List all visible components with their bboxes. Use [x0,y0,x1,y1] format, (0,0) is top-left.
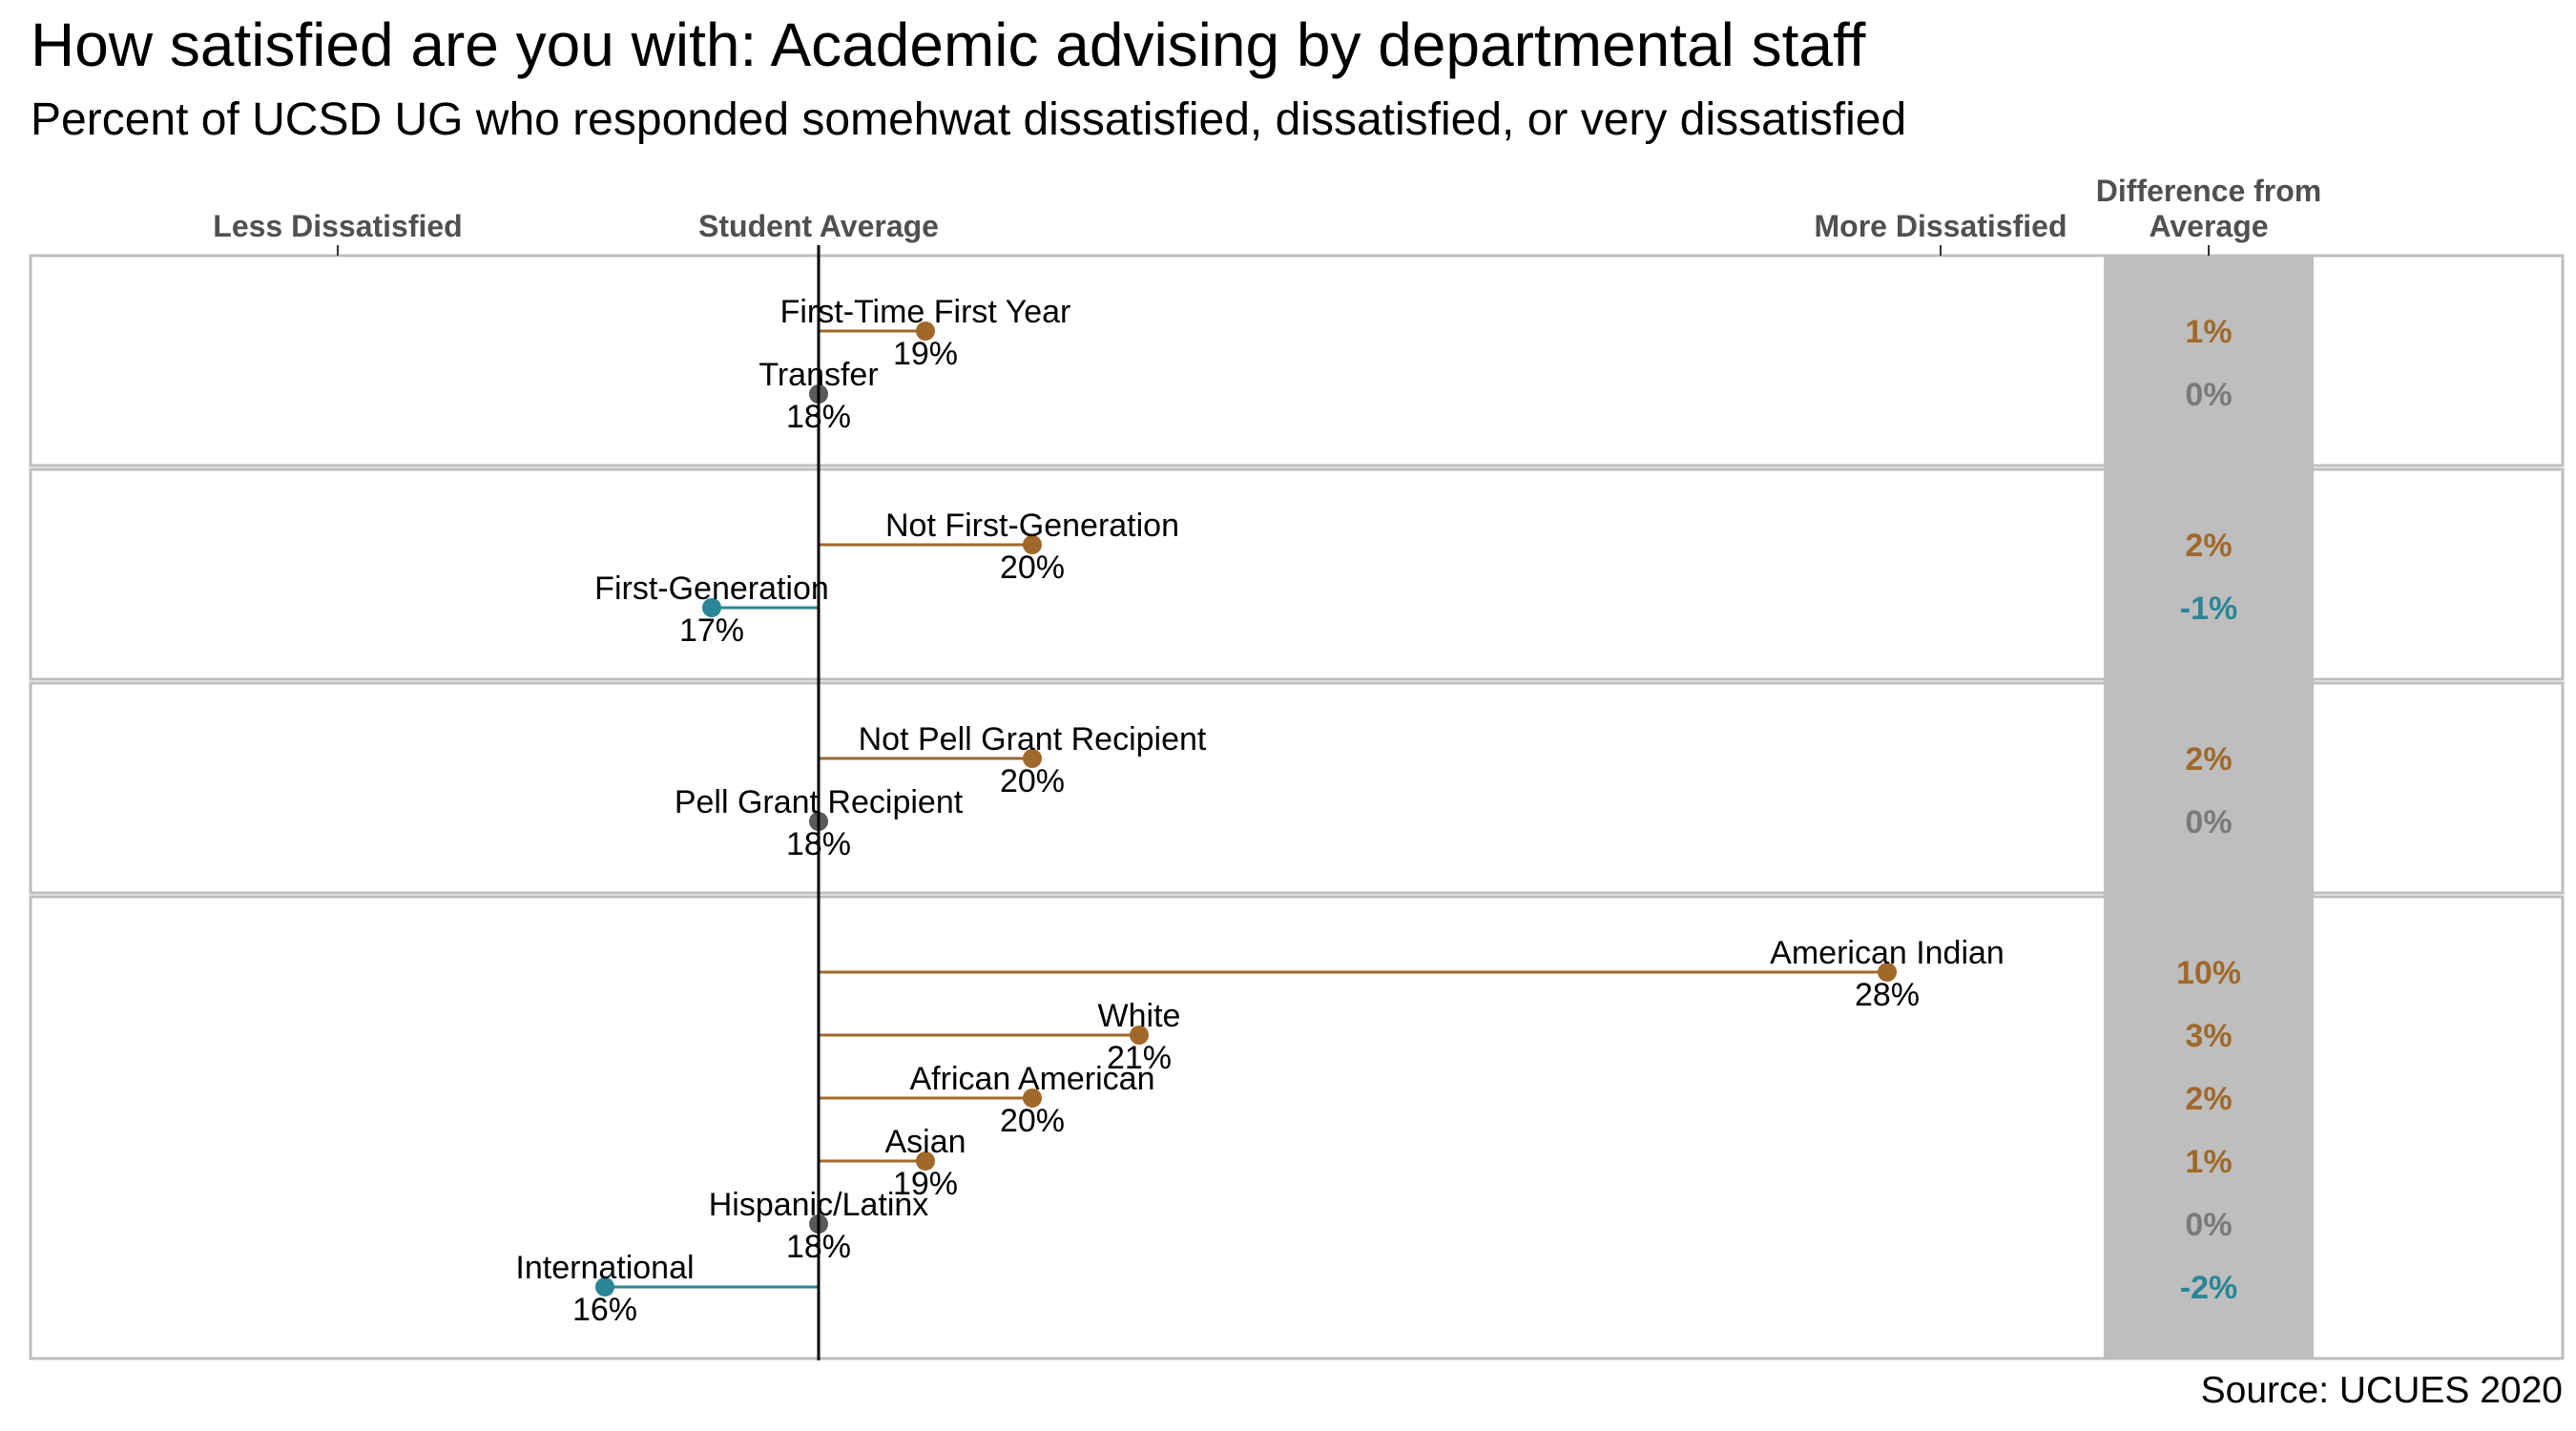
category-label: American Indian [1770,935,2005,971]
group-panel [29,681,2565,895]
value-label: 20% [1000,550,1065,586]
lollipop-point [1023,535,1042,554]
category-label: Not First-Generation [885,508,1179,544]
difference-label: 1% [2185,1144,2232,1180]
category-label: First-Time First Year [780,294,1071,330]
value-label: 28% [1855,977,1920,1013]
category-label: African American [910,1061,1155,1097]
difference-label: 1% [2185,314,2232,350]
lollipop-point [1023,749,1042,768]
difference-label: 0% [2185,377,2232,413]
axis-label-difference-from-average: Difference from Average [2096,174,2322,243]
difference-label: -2% [2180,1270,2237,1306]
lollipop-point [702,598,721,617]
value-label: 21% [1107,1040,1172,1076]
axis-label-less-dissatisfied: Less Dissatisfied [213,209,462,243]
difference-label: 2% [2185,1081,2232,1117]
value-label: 20% [1000,1103,1065,1139]
chart-title: How satisfied are you with: Academic adv… [31,10,1866,79]
difference-label: 2% [2185,528,2232,564]
axis-label-student-average: Student Average [698,209,939,243]
axis-label-more-dissatisfied: More Dissatisfied [1815,209,2067,243]
lollipop-point [1023,1089,1042,1108]
lollipop-point [595,1277,614,1296]
group-panel [29,895,2565,1360]
lollipop-point [916,321,935,341]
lollipop-point [1878,963,1897,982]
category-label: White [1098,998,1181,1034]
difference-label: 2% [2185,741,2232,778]
value-label: 16% [572,1292,637,1328]
difference-label: 0% [2185,1207,2232,1243]
group-panel [29,254,2565,467]
difference-label: 3% [2185,1018,2232,1054]
category-label: Asian [884,1124,966,1160]
lollipop-point [1130,1026,1149,1045]
value-label: 20% [1000,763,1065,799]
difference-label: 10% [2176,955,2241,991]
difference-column-background [2104,256,2314,1358]
category-label: First-Generation [594,570,829,607]
lollipop-point [916,1151,935,1171]
chart-subtitle: Percent of UCSD UG who responded somehwa… [31,94,1907,145]
group-panel [29,467,2565,681]
value-label: 17% [679,612,744,649]
category-label: International [515,1250,694,1286]
category-label: Not Pell Grant Recipient [859,721,1207,757]
difference-label: 0% [2185,804,2232,840]
value-label: 19% [893,336,958,372]
source-note: Source: UCUES 2020 [2200,1370,2563,1411]
difference-label: -1% [2180,591,2237,627]
value-label: 19% [893,1166,958,1202]
